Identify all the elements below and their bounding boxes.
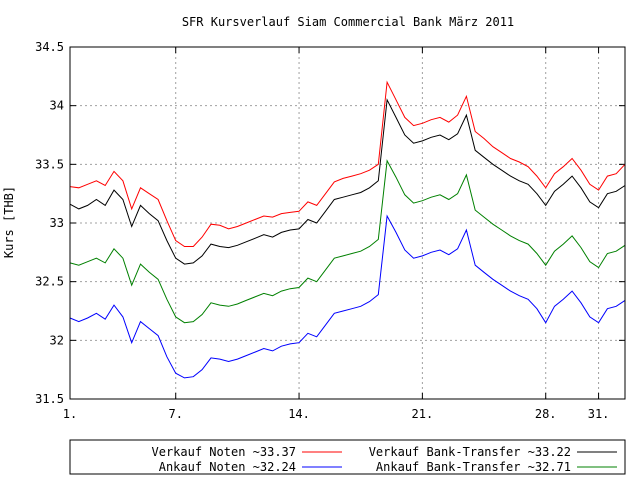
- series-line-2: [69, 98, 626, 265]
- x-tick-label: 31.: [588, 407, 610, 421]
- plot-frame: [69, 46, 626, 400]
- y-axis-label: Kurs [THB]: [2, 186, 16, 258]
- x-tick-label: 28.: [535, 407, 557, 421]
- y-tick-label: 34.5: [35, 40, 64, 54]
- legend-label-2: Verkauf Bank-Transfer ~33.22: [369, 445, 571, 459]
- y-tick-label: 32: [50, 333, 64, 347]
- series-line-4: [69, 214, 626, 379]
- x-tick-label: 14.: [288, 407, 310, 421]
- x-tick-label: 1.: [63, 407, 77, 421]
- y-tick-label: 32.5: [35, 275, 64, 289]
- chart-title: SFR Kursverlauf Siam Commercial Bank Mär…: [182, 15, 514, 29]
- series-lines: [69, 80, 626, 379]
- series-line-3: [69, 159, 626, 324]
- x-axis-ticks: 1. 7. 14. 21. 28. 31.: [63, 47, 610, 421]
- series-line-1: [69, 80, 626, 247]
- y-tick-label: 33.5: [35, 157, 64, 171]
- x-tick-label: 7.: [168, 407, 182, 421]
- legend-label-4: Ankauf Noten ~32.24: [159, 460, 296, 474]
- legend-items: Verkauf Noten ~33.37 Verkauf Bank-Transfe…: [152, 445, 617, 474]
- y-tick-label: 31.5: [35, 392, 64, 406]
- y-axis-ticks: 31.5 32 32.5 33 33.5 34 34.5: [35, 40, 625, 406]
- x-tick-label: 21.: [412, 407, 434, 421]
- legend-frame: [69, 439, 626, 475]
- y-tick-label: 33: [50, 216, 64, 230]
- legend-label-1: Verkauf Noten ~33.37: [152, 445, 297, 459]
- legend-label-3: Ankauf Bank-Transfer ~32.71: [376, 460, 571, 474]
- y-tick-label: 34: [50, 99, 64, 113]
- grid-lines: [70, 47, 625, 399]
- legend: Verkauf Noten ~33.37 Verkauf Bank-Transfe…: [69, 439, 626, 475]
